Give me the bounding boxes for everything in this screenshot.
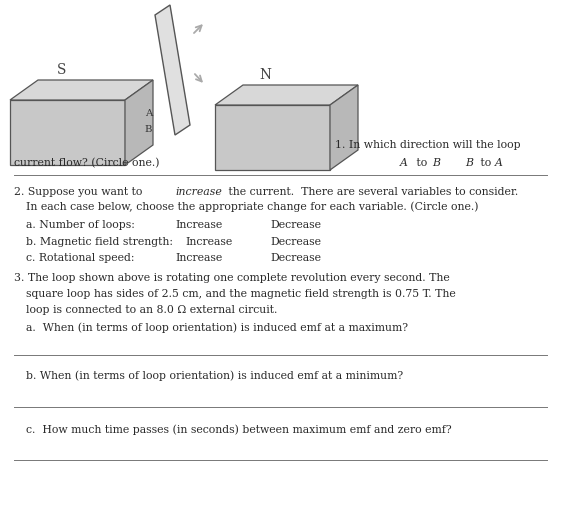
Text: N: N: [259, 68, 271, 82]
Polygon shape: [10, 100, 125, 165]
Polygon shape: [10, 80, 153, 100]
Text: B: B: [432, 158, 440, 168]
Text: a. Number of loops:: a. Number of loops:: [26, 220, 135, 230]
Text: c. Rotational speed:: c. Rotational speed:: [26, 253, 135, 263]
Text: a.  When (in terms of loop orientation) is induced emf at a maximum?: a. When (in terms of loop orientation) i…: [26, 322, 408, 333]
Polygon shape: [330, 85, 358, 170]
Text: c.  How much time passes (in seconds) between maximum emf and zero emf?: c. How much time passes (in seconds) bet…: [26, 425, 452, 435]
Text: current flow? (Circle one.): current flow? (Circle one.): [14, 158, 159, 168]
Polygon shape: [215, 85, 358, 105]
Text: A: A: [495, 158, 503, 168]
Text: 1. In which direction will the loop: 1. In which direction will the loop: [335, 140, 521, 150]
Polygon shape: [155, 5, 190, 135]
Text: square loop has sides of 2.5 cm, and the magnetic field strength is 0.75 T. The: square loop has sides of 2.5 cm, and the…: [26, 289, 456, 299]
Text: to: to: [477, 158, 495, 168]
Text: increase: increase: [175, 187, 222, 197]
Text: A: A: [145, 108, 152, 118]
Text: Decrease: Decrease: [270, 253, 321, 263]
Text: 2. Suppose you want to: 2. Suppose you want to: [14, 187, 146, 197]
Text: b. When (in terms of loop orientation) is induced emf at a minimum?: b. When (in terms of loop orientation) i…: [26, 371, 403, 381]
Text: Increase: Increase: [175, 220, 222, 230]
Text: the current.  There are several variables to consider.: the current. There are several variables…: [225, 187, 518, 197]
Text: In each case below, choose the appropriate change for each variable. (Circle one: In each case below, choose the appropria…: [26, 202, 479, 212]
Text: B: B: [145, 126, 152, 134]
Text: Decrease: Decrease: [270, 220, 321, 230]
Text: Decrease: Decrease: [270, 237, 321, 247]
Text: loop is connected to an 8.0 Ω external circuit.: loop is connected to an 8.0 Ω external c…: [26, 305, 277, 315]
Text: to: to: [413, 158, 431, 168]
Text: B: B: [465, 158, 473, 168]
Text: b. Magnetic field strength:: b. Magnetic field strength:: [26, 237, 173, 247]
Polygon shape: [125, 80, 153, 165]
Polygon shape: [215, 105, 330, 170]
Text: Increase: Increase: [175, 253, 222, 263]
Text: Increase: Increase: [185, 237, 232, 247]
Text: S: S: [57, 63, 67, 77]
Text: 3. The loop shown above is rotating one complete revolution every second. The: 3. The loop shown above is rotating one …: [14, 273, 450, 283]
Text: A: A: [400, 158, 408, 168]
